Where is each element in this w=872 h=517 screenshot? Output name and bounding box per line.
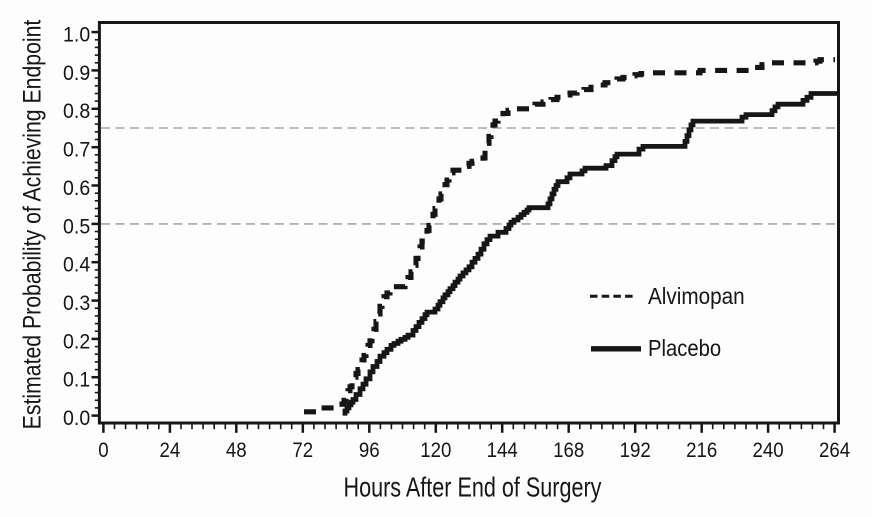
svg-text:72: 72 xyxy=(292,439,313,462)
svg-text:0.6: 0.6 xyxy=(63,177,90,200)
svg-text:168: 168 xyxy=(553,439,584,462)
svg-text:0.4: 0.4 xyxy=(63,254,90,277)
svg-text:216: 216 xyxy=(686,439,717,462)
svg-text:Estimated Probability of Achie: Estimated Probability of Achieving Endpo… xyxy=(18,19,46,429)
svg-text:24: 24 xyxy=(160,439,181,462)
svg-text:0.8: 0.8 xyxy=(63,101,90,124)
svg-text:264: 264 xyxy=(819,439,850,462)
svg-text:48: 48 xyxy=(226,439,247,462)
svg-text:0.5: 0.5 xyxy=(63,216,90,239)
svg-text:0.3: 0.3 xyxy=(63,292,90,315)
svg-text:1.0: 1.0 xyxy=(63,24,90,47)
svg-text:0: 0 xyxy=(98,439,108,462)
svg-text:0.2: 0.2 xyxy=(63,331,90,354)
svg-text:0.9: 0.9 xyxy=(63,62,90,85)
svg-text:144: 144 xyxy=(487,439,518,462)
svg-text:192: 192 xyxy=(620,439,651,462)
svg-text:0.7: 0.7 xyxy=(63,139,90,162)
svg-text:0.0: 0.0 xyxy=(63,407,90,430)
svg-text:Hours After End of Surgery: Hours After End of Surgery xyxy=(344,473,603,503)
svg-text:Placebo: Placebo xyxy=(648,335,721,362)
svg-text:0.1: 0.1 xyxy=(63,369,90,392)
svg-text:120: 120 xyxy=(420,439,451,462)
svg-text:Alvimopan: Alvimopan xyxy=(648,283,745,309)
svg-text:96: 96 xyxy=(359,439,380,462)
svg-text:240: 240 xyxy=(753,439,784,462)
